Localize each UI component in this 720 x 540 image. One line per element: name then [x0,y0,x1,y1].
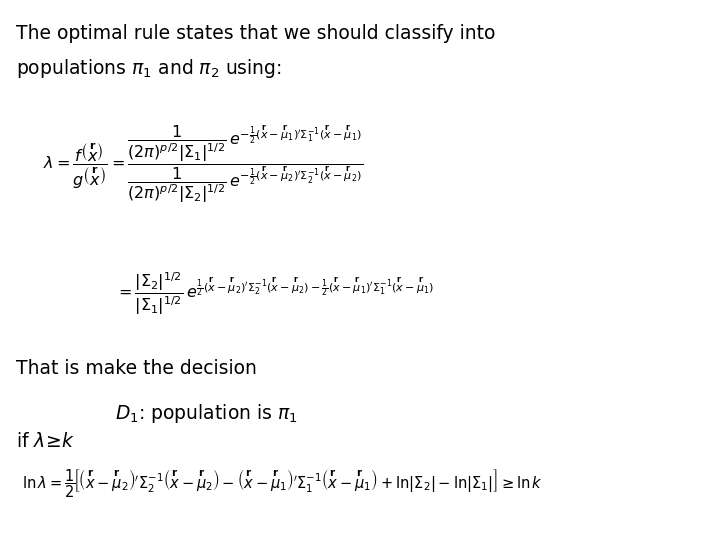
Text: populations $\pi_1$ and $\pi_2$ using:: populations $\pi_1$ and $\pi_2$ using: [16,57,282,80]
Text: $\ln\lambda = \dfrac{1}{2}\!\left[\left(\overset{\mathbf{r}}{x}-\overset{\mathbf: $\ln\lambda = \dfrac{1}{2}\!\left[\left(… [22,467,542,500]
Text: That is make the decision: That is make the decision [16,359,257,378]
Text: $D_1$: population is $\pi_1$: $D_1$: population is $\pi_1$ [115,402,298,426]
Text: The optimal rule states that we should classify into: The optimal rule states that we should c… [16,24,495,43]
Text: $= \dfrac{|\Sigma_2|^{1/2}}{|\Sigma_1|^{1/2}}\, e^{\frac{1}{2}(\overset{\mathbf{: $= \dfrac{|\Sigma_2|^{1/2}}{|\Sigma_1|^{… [115,271,434,318]
Text: if $\lambda\!\geq\! k$: if $\lambda\!\geq\! k$ [16,432,75,451]
Text: $\lambda = \dfrac{f\left(\overset{\mathbf{r}}{x}\right)}{g\left(\overset{\mathbf: $\lambda = \dfrac{f\left(\overset{\mathb… [43,124,364,206]
